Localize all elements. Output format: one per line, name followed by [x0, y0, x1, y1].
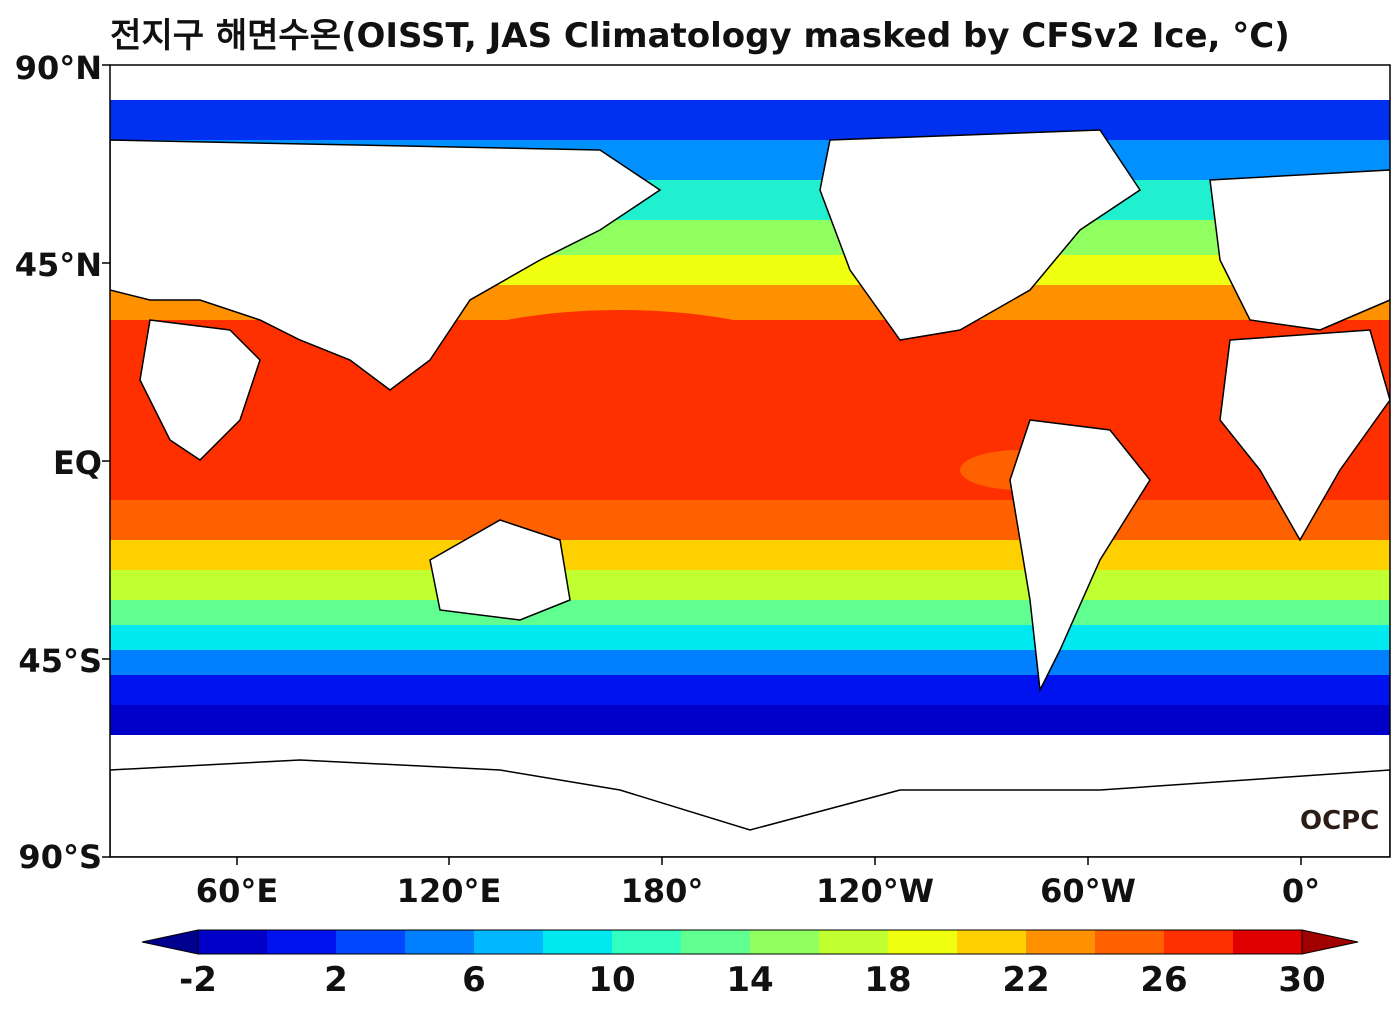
colorbar-segment [888, 930, 958, 954]
colorbar-tick-label: 2 [324, 960, 348, 1000]
colorbar-segment [405, 930, 475, 954]
lon-label-180: 180° [620, 872, 704, 910]
colorbar-segment [612, 930, 682, 954]
colorbar-segment [1095, 930, 1165, 954]
colorbar-segment [1026, 930, 1096, 954]
colorbar-tick-label: 18 [864, 960, 912, 1000]
lat-label-45s: 45°S [18, 642, 102, 680]
colorbar-tick-label: -2 [179, 960, 217, 1000]
lat-label-45n: 45°N [14, 246, 102, 284]
lon-label-120w: 120°W [815, 872, 935, 910]
lon-ticks [236, 857, 1302, 865]
lat-ticks [102, 64, 110, 858]
colorbar [141, 929, 1359, 955]
colorbar-segment [819, 930, 889, 954]
sst-field [110, 65, 1390, 857]
colorbar-segment [336, 930, 406, 954]
lat-label-90s: 90°S [18, 838, 102, 876]
colorbar-segment [1233, 930, 1303, 954]
ocpc-logo: OCPC [1300, 806, 1380, 836]
colorbar-segment [474, 930, 544, 954]
colorbar-segment [957, 930, 1027, 954]
colorbar-outline [197, 929, 1303, 955]
colorbar-tick-label: 30 [1278, 960, 1326, 1000]
colorbar-extend-high [1301, 929, 1359, 955]
colorbar-segment [681, 930, 751, 954]
lon-label-0: 0° [1281, 872, 1321, 910]
lon-label-120e: 120°E [396, 872, 502, 910]
colorbar-tick-label: 26 [1140, 960, 1188, 1000]
colorbar-segment [750, 930, 820, 954]
colorbar-extend-low [141, 929, 199, 955]
colorbar-segment [267, 930, 337, 954]
lat-label-90n: 90°N [14, 49, 102, 87]
colorbar-tick-label: 14 [726, 960, 774, 1000]
colorbar-segment [198, 930, 268, 954]
colorbar-segment [1164, 930, 1234, 954]
colorbar-tick-label: 22 [1002, 960, 1050, 1000]
lat-label-eq: EQ [52, 444, 102, 482]
colorbar-segment [543, 930, 613, 954]
map-title: 전지구 해면수온(OISST, JAS Climatology masked b… [110, 16, 1290, 56]
colorbar-tick-label: 10 [588, 960, 636, 1000]
lon-label-60e: 60°E [195, 872, 279, 910]
lon-label-60w: 60°W [1040, 872, 1136, 910]
colorbar-tick-label: 6 [462, 960, 486, 1000]
